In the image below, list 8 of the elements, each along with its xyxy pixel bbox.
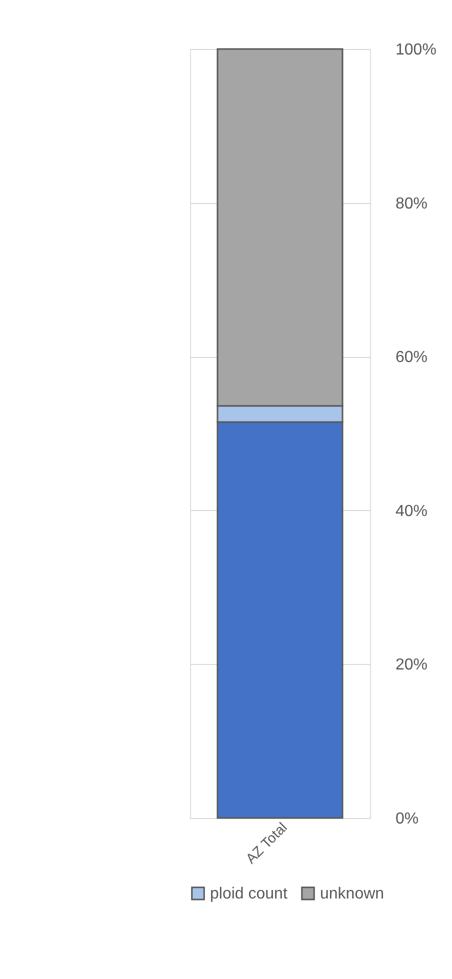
- y-tick-label: 60%: [396, 349, 428, 366]
- y-tick-label: 40%: [396, 502, 428, 520]
- y-tick-label: 20%: [396, 656, 428, 674]
- y-tick-label: 0%: [396, 810, 419, 828]
- legend-label: ploid count: [210, 885, 288, 902]
- legend-label: unknown: [320, 885, 384, 902]
- y-tick-label: 80%: [396, 195, 428, 212]
- y-tick-label: 100%: [396, 42, 436, 58]
